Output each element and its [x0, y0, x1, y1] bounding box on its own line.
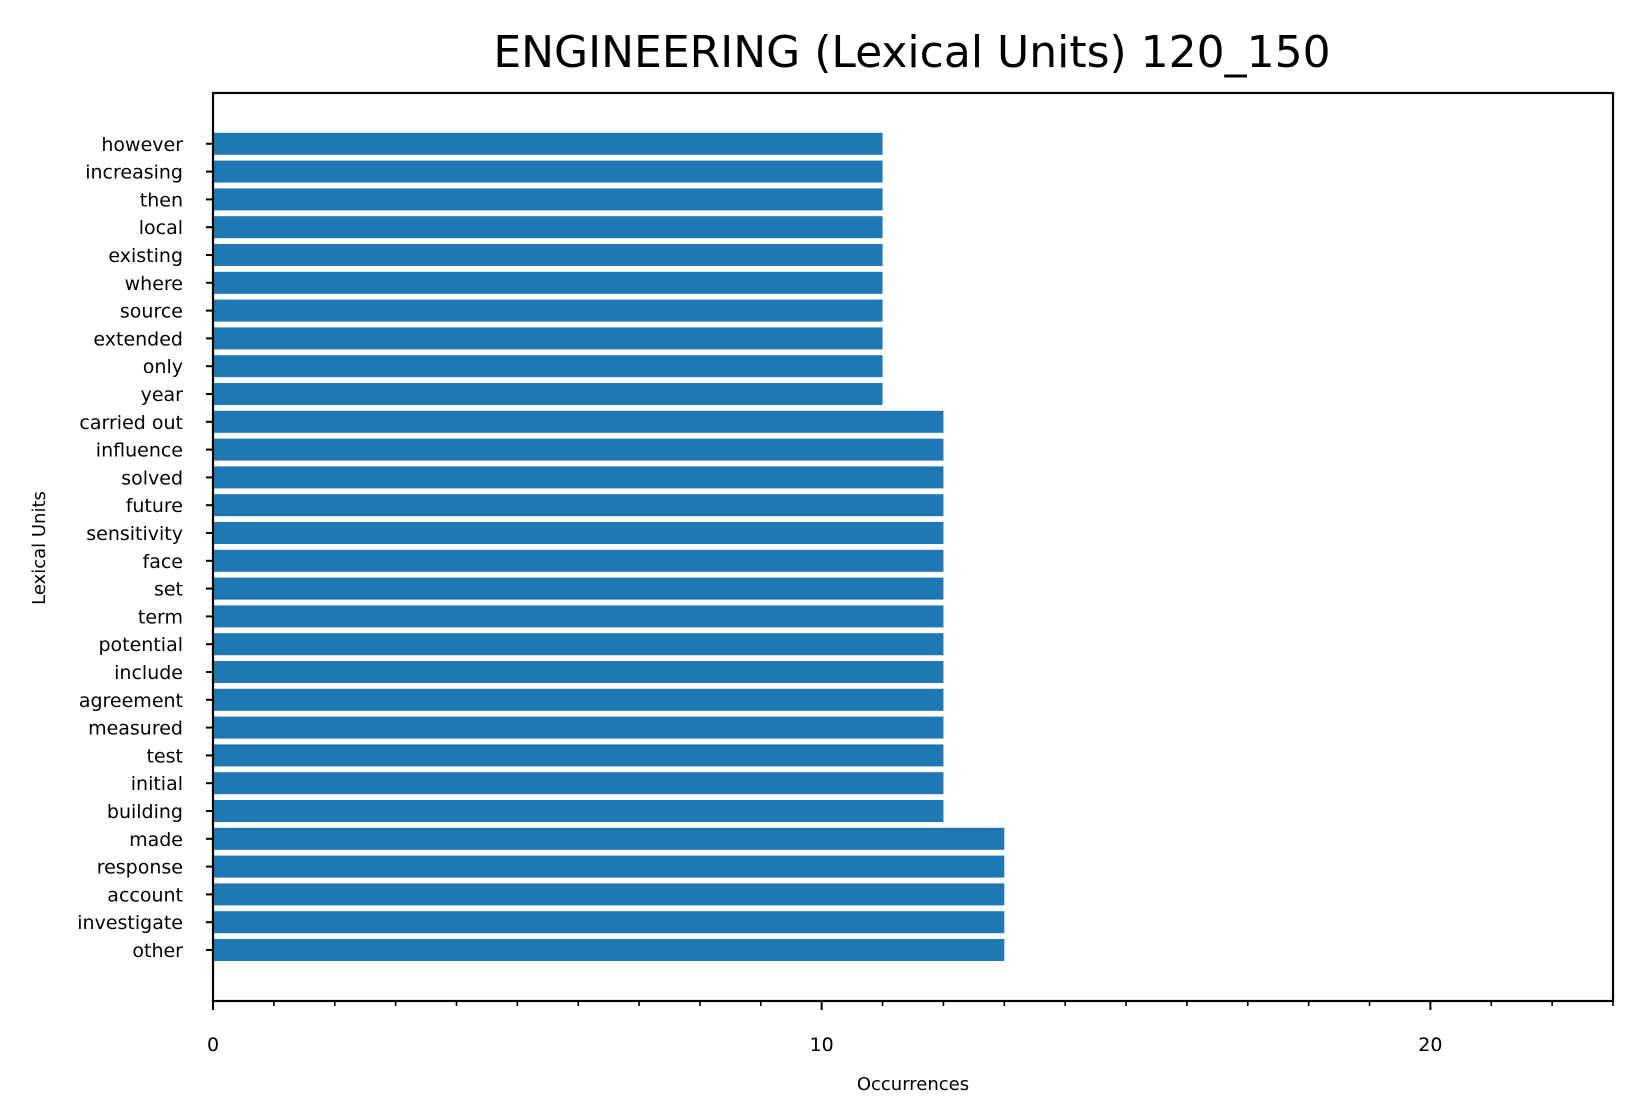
bar-carried-out: [213, 410, 944, 433]
bar-sensitivity: [213, 522, 944, 544]
bar-future: [213, 494, 944, 517]
bar-test: [213, 744, 944, 767]
x-tick-label: 0: [207, 1034, 219, 1056]
x-tick-label: 10: [810, 1034, 834, 1056]
bar-face: [213, 549, 944, 572]
y-tick-label: existing: [108, 245, 183, 267]
bar-solved: [213, 466, 944, 489]
y-tick-label: test: [147, 745, 184, 767]
y-tick-label: face: [143, 551, 183, 573]
bar-extended: [213, 327, 883, 350]
y-tick-label: building: [107, 801, 183, 823]
y-tick-label: then: [140, 189, 183, 211]
bar-existing: [213, 244, 883, 266]
bar-response: [213, 855, 1005, 878]
y-tick-label: local: [139, 217, 183, 239]
y-tick-label: solved: [121, 467, 183, 489]
y-tick-label: future: [126, 495, 183, 517]
x-axis-label: Occurrences: [857, 1074, 969, 1095]
bar-measured: [213, 716, 944, 739]
bar-potential: [213, 633, 944, 656]
y-axis-ticks: other investigate account response made build…: [77, 134, 213, 962]
y-tick-label: set: [154, 579, 183, 601]
bars-group: [213, 132, 1005, 961]
y-tick-label: extended: [93, 328, 183, 350]
y-tick-label: made: [129, 829, 183, 851]
bar-include: [213, 661, 944, 683]
bar-source: [213, 299, 883, 322]
bar-influence: [213, 438, 944, 461]
bar-made: [213, 827, 1005, 850]
bar-year: [213, 383, 883, 405]
y-tick-label: agreement: [79, 690, 183, 712]
y-tick-label: however: [101, 134, 183, 156]
bar-account: [213, 883, 1005, 906]
y-tick-label: other: [132, 940, 183, 962]
y-tick-label: potential: [98, 634, 183, 656]
y-tick-label: year: [141, 384, 184, 406]
y-tick-label: increasing: [85, 162, 183, 184]
y-tick-label: term: [138, 606, 183, 628]
bar-only: [213, 355, 883, 378]
bar-building: [213, 800, 944, 822]
bar-other: [213, 939, 1005, 961]
bar-however: [213, 132, 883, 155]
chart-title: ENGINEERING (Lexical Units) 120_150: [493, 27, 1330, 78]
y-axis-label: Lexical Units: [29, 491, 50, 605]
bar-investigate: [213, 911, 1005, 934]
y-tick-label: carried out: [79, 412, 183, 434]
bar-where: [213, 271, 883, 294]
bar-increasing: [213, 160, 883, 183]
y-tick-label: initial: [131, 773, 183, 795]
plot-frame: [211, 91, 1615, 1003]
y-tick-label: measured: [88, 718, 183, 740]
bar-set: [213, 577, 944, 600]
bar-term: [213, 605, 944, 628]
bar-local: [213, 216, 883, 239]
x-tick-label: 20: [1418, 1034, 1442, 1056]
bar-agreement: [213, 688, 944, 711]
y-tick-label: source: [120, 301, 183, 323]
bar-initial: [213, 772, 944, 795]
y-tick-label: only: [143, 356, 183, 378]
y-tick-label: influence: [96, 440, 183, 462]
y-tick-label: sensitivity: [86, 523, 183, 545]
y-tick-label: response: [97, 857, 183, 879]
y-tick-label: account: [107, 884, 183, 906]
y-tick-label: where: [125, 273, 183, 295]
y-tick-label: investigate: [77, 912, 183, 934]
y-tick-label: include: [114, 662, 183, 684]
x-axis-ticks: 0 10 20: [207, 1001, 1614, 1056]
bar-then: [213, 188, 883, 211]
